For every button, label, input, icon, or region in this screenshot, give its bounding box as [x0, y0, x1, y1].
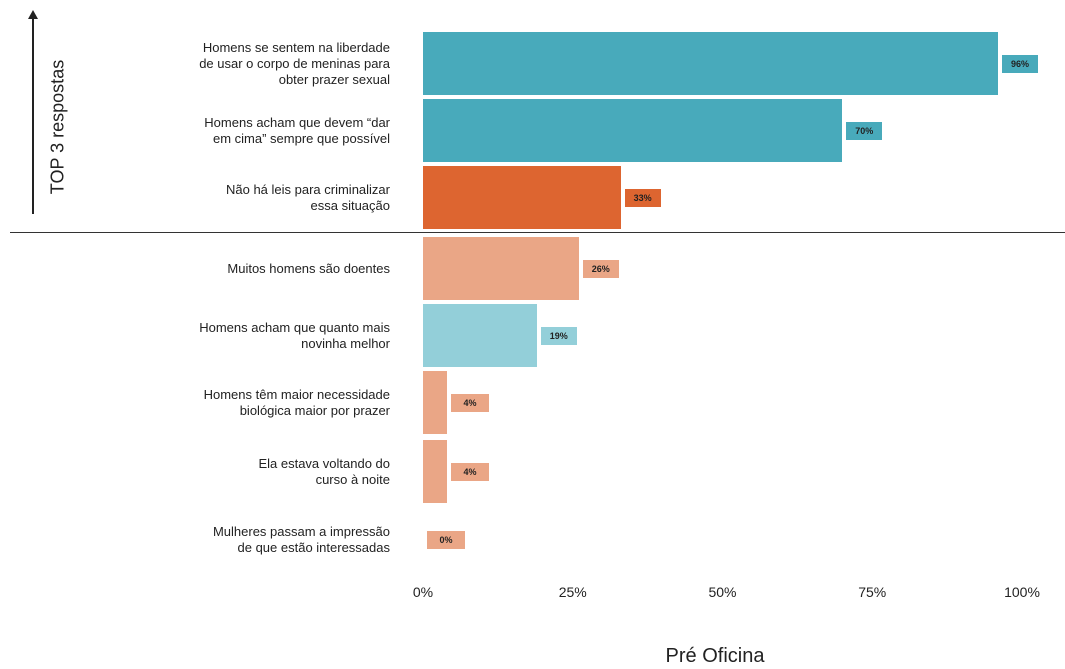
- data-label: 26%: [582, 259, 619, 278]
- data-label: 19%: [540, 326, 577, 345]
- bar: [423, 99, 843, 162]
- category-label: Homens se sentem na liberdade de usar o …: [199, 39, 390, 87]
- x-tick-label: 25%: [558, 584, 587, 600]
- up-arrow-icon: [28, 10, 38, 19]
- top-3-separator: [10, 232, 1065, 233]
- data-label: 33%: [624, 188, 661, 207]
- x-tick-label: 50%: [708, 584, 737, 600]
- data-label: 70%: [846, 121, 883, 140]
- data-label: 4%: [450, 393, 489, 412]
- category-label: Muitos homens são doentes: [227, 260, 390, 276]
- bar: [423, 440, 447, 503]
- category-label: Ela estava voltando do curso à noite: [258, 455, 390, 487]
- data-label: 4%: [450, 462, 489, 481]
- x-tick-label: 0%: [412, 584, 434, 600]
- bar: [423, 166, 621, 229]
- category-label: Não há leis para criminalizar essa situa…: [225, 181, 390, 213]
- arrow-shaft: [32, 16, 34, 214]
- data-label: 0%: [427, 530, 465, 549]
- bar: [423, 304, 537, 367]
- category-label: Homens acham que quanto mais novinha mel…: [199, 319, 390, 351]
- category-label: Homens têm maior necessidade biológica m…: [203, 386, 390, 418]
- category-label: Mulheres passam a impressão de que estão…: [212, 523, 390, 555]
- category-label: Homens acham que devem “dar em cima” sem…: [204, 114, 390, 146]
- bar: [423, 371, 447, 434]
- bar: [423, 237, 579, 300]
- data-label: 96%: [1002, 54, 1039, 73]
- x-tick-label: 100%: [1004, 584, 1040, 600]
- bar: [423, 32, 999, 95]
- x-tick-label: 75%: [858, 584, 887, 600]
- x-axis-label: Pré Oficina: [665, 645, 765, 667]
